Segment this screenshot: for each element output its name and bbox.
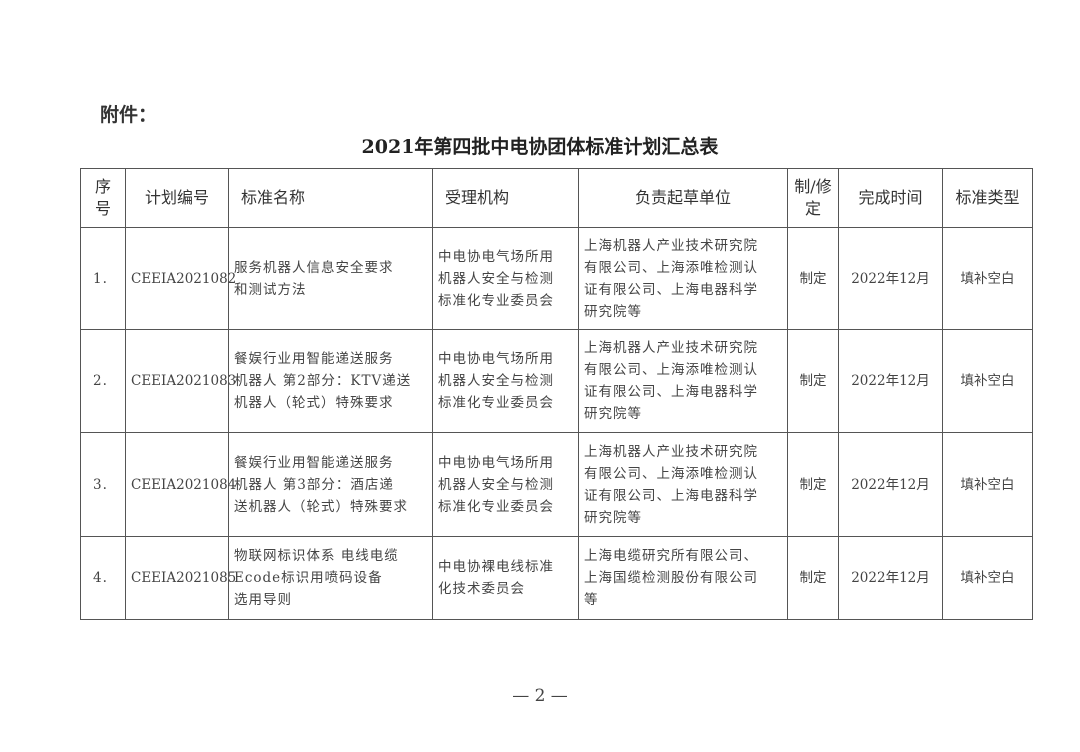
cell-drafter: 上海机器人产业技术研究院 有限公司、上海添唯检测认 证有限公司、上海电器科学 研… <box>578 329 788 433</box>
cell-type: 制定 <box>787 432 839 537</box>
table-row: 1. CEEIA2021082 服务机器人信息安全要求 和测试方法 中电协电气场… <box>80 227 1033 330</box>
cell-type: 制定 <box>787 227 839 330</box>
cell-no: 4. <box>80 536 126 620</box>
document-title: 2021年第四批中电协团体标准计划汇总表 <box>361 136 719 158</box>
header-date: 完成时间 <box>838 168 943 228</box>
cell-category: 填补空白 <box>942 536 1033 620</box>
header-type: 制/修 定 <box>787 168 839 228</box>
cell-org: 中电协裸电线标准 化技术委员会 <box>432 536 579 620</box>
cell-name: 物联网标识体系 电线电缆 Ecode标识用喷码设备 选用导则 <box>228 536 433 620</box>
cell-date: 2022年12月 <box>838 227 943 330</box>
table-row: 2. CEEIA2021083 餐娱行业用智能递送服务 机器人 第2部分：KTV… <box>80 329 1033 433</box>
cell-type: 制定 <box>787 536 839 620</box>
cell-date: 2022年12月 <box>838 329 943 433</box>
header-org: 受理机构 <box>432 168 579 228</box>
cell-category: 填补空白 <box>942 329 1033 433</box>
cell-date: 2022年12月 <box>838 536 943 620</box>
attachment-label: 附件： <box>100 104 158 126</box>
table-row: 3. CEEIA2021084 餐娱行业用智能递送服务 机器人 第3部分：酒店递… <box>80 432 1033 537</box>
header-name: 标准名称 <box>228 168 433 228</box>
table-row: 4. CEEIA2021085 物联网标识体系 电线电缆 Ecode标识用喷码设… <box>80 536 1033 620</box>
cell-org: 中电协电气场所用 机器人安全与检测 标准化专业委员会 <box>432 432 579 537</box>
header-code: 计划编号 <box>125 168 229 228</box>
cell-name: 服务机器人信息安全要求 和测试方法 <box>228 227 433 330</box>
cell-drafter: 上海机器人产业技术研究院 有限公司、上海添唯检测认 证有限公司、上海电器科学 研… <box>578 227 788 330</box>
cell-category: 填补空白 <box>942 227 1033 330</box>
cell-drafter: 上海机器人产业技术研究院 有限公司、上海添唯检测认 证有限公司、上海电器科学 研… <box>578 432 788 537</box>
cell-no: 3. <box>80 432 126 537</box>
header-category: 标准类型 <box>942 168 1033 228</box>
standards-plan-table: 序 号 计划编号 标准名称 受理机构 负责起草单位 制/修 定 完成时间 标准类… <box>80 168 1033 620</box>
cell-category: 填补空白 <box>942 432 1033 537</box>
cell-date: 2022年12月 <box>838 432 943 537</box>
page-number: — 2 — <box>512 686 568 706</box>
cell-name: 餐娱行业用智能递送服务 机器人 第3部分：酒店递 送机器人（轮式）特殊要求 <box>228 432 433 537</box>
cell-code: CEEIA2021085 <box>125 536 236 620</box>
header-no: 序 号 <box>80 168 126 228</box>
table-header-row: 序 号 计划编号 标准名称 受理机构 负责起草单位 制/修 定 完成时间 标准类… <box>80 168 1033 228</box>
cell-org: 中电协电气场所用 机器人安全与检测 标准化专业委员会 <box>432 227 579 330</box>
cell-code: CEEIA2021083 <box>125 329 236 433</box>
cell-code: CEEIA2021084 <box>125 432 236 537</box>
cell-org: 中电协电气场所用 机器人安全与检测 标准化专业委员会 <box>432 329 579 433</box>
cell-drafter: 上海电缆研究所有限公司、 上海国缆检测股份有限公司 等 <box>578 536 788 620</box>
cell-code: CEEIA2021082 <box>125 227 236 330</box>
cell-type: 制定 <box>787 329 839 433</box>
cell-no: 2. <box>80 329 126 433</box>
header-drafter: 负责起草单位 <box>578 168 788 228</box>
cell-no: 1. <box>80 227 126 330</box>
cell-name: 餐娱行业用智能递送服务 机器人 第2部分：KTV递送 机器人（轮式）特殊要求 <box>228 329 433 433</box>
